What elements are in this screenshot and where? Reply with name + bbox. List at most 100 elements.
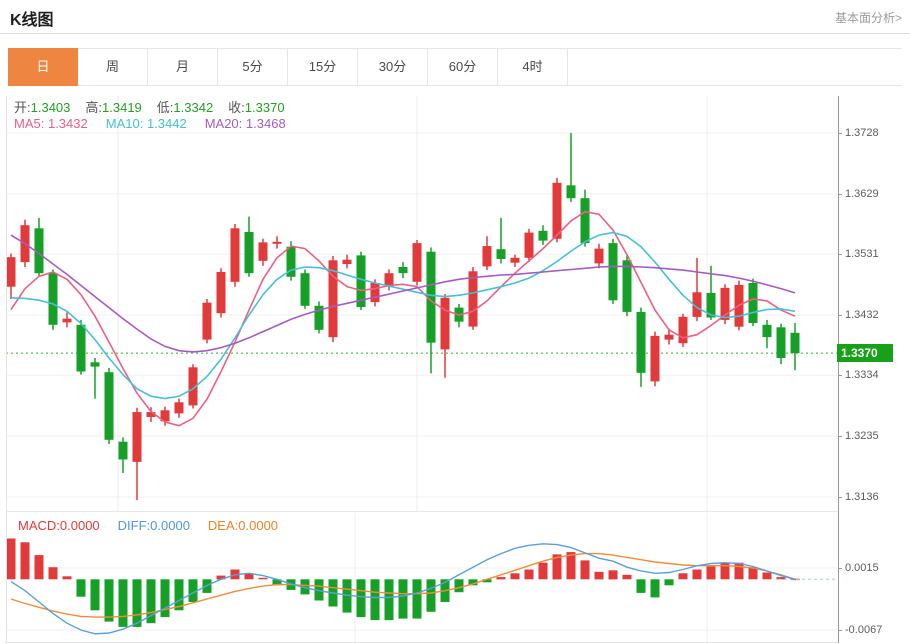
- chart-left-border: [6, 96, 7, 643]
- tick-mark: [838, 132, 842, 134]
- candle-body: [188, 367, 198, 406]
- macd-hist-bar: [608, 570, 618, 580]
- tick-mark: [838, 374, 842, 376]
- low-item: 低:1.3342: [156, 100, 214, 115]
- candle-body: [216, 272, 226, 314]
- high-item: 高:1.3419: [85, 100, 142, 115]
- axis-tick-label: 1.3728: [838, 126, 879, 140]
- macd-hist-bar: [524, 569, 534, 580]
- high-value: 1.3419: [102, 100, 142, 115]
- diff-item: DIFF:0.0000: [117, 518, 190, 533]
- macd-hist-bar: [104, 579, 114, 622]
- macd-hist-bar: [426, 579, 436, 612]
- close-value: 1.3370: [244, 100, 285, 115]
- candle-body: [342, 259, 352, 264]
- macd-hist-bar: [48, 567, 58, 580]
- macd-hist-bar: [762, 572, 772, 580]
- panel-separator: [6, 511, 839, 512]
- candle-body: [594, 248, 604, 264]
- price-axis-line: [838, 96, 839, 643]
- tab-15min[interactable]: 15分: [288, 49, 358, 85]
- candle-body: [398, 267, 408, 274]
- axis-tick-label: 1.3136: [838, 490, 879, 504]
- macd-hist-bar: [482, 579, 492, 583]
- macd-hist-bar: [720, 562, 730, 580]
- macd-item: MACD:0.0000: [18, 518, 100, 533]
- axis-tick-label: 1.3531: [838, 247, 879, 261]
- candle-body: [566, 185, 576, 199]
- diff-line: [10, 543, 796, 635]
- macd-hist-bar: [636, 579, 646, 593]
- tab-60min[interactable]: 60分: [428, 49, 498, 85]
- macd-hist-bar: [76, 579, 86, 597]
- axis-tick-label: 1.3235: [838, 429, 879, 443]
- page-title: K线图: [10, 12, 54, 29]
- candle-body: [496, 249, 506, 259]
- macd-hist-bar: [216, 575, 226, 580]
- macd-hist-bar: [412, 579, 422, 619]
- tab-30min[interactable]: 30分: [358, 49, 428, 85]
- tab-4hour[interactable]: 4时: [498, 49, 568, 85]
- tick-mark: [838, 314, 842, 316]
- candle-body: [118, 441, 128, 460]
- candle-body: [286, 246, 296, 277]
- candle-body: [258, 242, 268, 261]
- candle-body: [356, 255, 366, 307]
- tab-month[interactable]: 月: [148, 49, 218, 85]
- open-value: 1.3403: [30, 100, 71, 115]
- ma20-value: 1.3468: [245, 116, 286, 131]
- close-item: 收:1.3370: [228, 100, 285, 115]
- macd-hist-bar: [454, 579, 464, 593]
- macd-hist-bar: [244, 573, 254, 580]
- candle-body: [412, 243, 422, 282]
- candle-body: [328, 260, 338, 338]
- macd-hist-bar: [342, 579, 352, 613]
- candle-body: [160, 410, 170, 422]
- macd-hist-bar: [314, 579, 324, 601]
- candle-body: [664, 334, 674, 340]
- macd-hist-bar: [258, 577, 268, 580]
- macd-hist-bar: [664, 579, 674, 586]
- candle-body: [776, 327, 786, 358]
- candle-body: [650, 335, 660, 382]
- tab-day[interactable]: 日: [8, 48, 78, 86]
- macd-hist-bar: [398, 579, 408, 619]
- fundamental-analysis-link[interactable]: 基本面分析>: [834, 11, 902, 25]
- candle-body: [370, 283, 380, 303]
- tab-week[interactable]: 周: [78, 49, 148, 85]
- candlestick-chart[interactable]: [6, 96, 838, 511]
- ma10-line: [10, 231, 796, 400]
- ma-legend: MA5: 1.3432 MA10: 1.3442 MA20: 1.3468: [14, 116, 286, 131]
- macd-hist-bar: [132, 579, 142, 627]
- macd-chart[interactable]: [6, 513, 838, 644]
- tick-mark: [838, 496, 842, 498]
- candle-body: [440, 297, 450, 350]
- macd-hist-bar: [552, 554, 562, 580]
- candle-body: [48, 273, 58, 325]
- axis-tick-label: 1.3629: [838, 187, 879, 201]
- macd-hist-bar: [776, 577, 786, 580]
- candle-body: [90, 362, 100, 367]
- tick-mark: [838, 435, 842, 437]
- chart-bottom-border: [6, 642, 839, 643]
- ma5-line: [10, 210, 796, 427]
- macd-hist-bar: [790, 578, 800, 581]
- macd-hist-bar: [538, 562, 548, 580]
- tab-5min[interactable]: 5分: [218, 49, 288, 85]
- macd-hist-bar: [370, 579, 380, 621]
- candle-body: [468, 271, 478, 327]
- dea-item: DEA:0.0000: [207, 518, 279, 533]
- ma20-line: [10, 234, 796, 353]
- candle-body: [790, 332, 800, 354]
- axis-tick-label: 0.0015: [838, 561, 879, 575]
- macd-hist-bar: [566, 552, 576, 580]
- dea-line: [10, 552, 796, 618]
- macd-hist-bar: [622, 574, 632, 580]
- candle-body: [300, 273, 310, 306]
- macd-hist-bar: [20, 542, 30, 580]
- candle-body: [62, 318, 72, 323]
- candle-body: [174, 402, 184, 414]
- tick-mark: [838, 193, 842, 195]
- macd-hist-bar: [146, 579, 156, 624]
